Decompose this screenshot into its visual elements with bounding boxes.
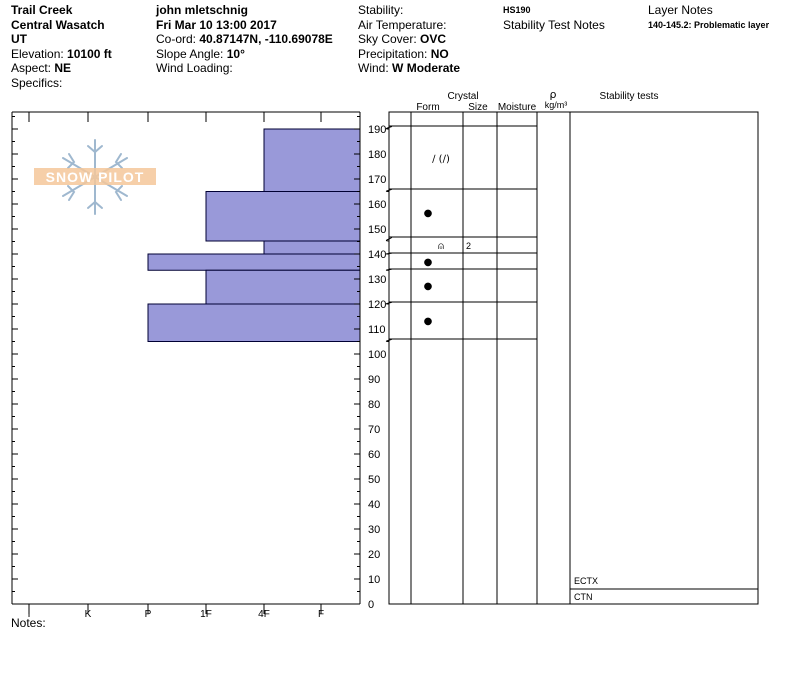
location-name: Trail Creek [11, 3, 73, 17]
layer-note: 140-145.2: Problematic layer [648, 19, 770, 30]
header-stability-notes: HS190 Stability Test Notes [503, 3, 605, 32]
logo-band [34, 168, 156, 185]
hardness-tick-label: 4F [258, 609, 270, 620]
table-frame [388, 111, 759, 605]
rho-header: ρ [550, 88, 557, 101]
header-weather-info: Stability: Air Temperature: Sky Cover: O… [358, 3, 460, 76]
form-header: Form [416, 102, 439, 113]
header-observer-info: john mletschnig Fri Mar 10 13:00 2017 Co… [156, 3, 333, 76]
layer-notes-title: Layer Notes [648, 3, 713, 17]
snowpilot-logo: SNOW PILOT [34, 139, 156, 215]
aspect-row: Aspect: NE [11, 61, 112, 76]
height-tick-label: 140 [368, 249, 386, 261]
crystal-form-symbol: ● [424, 316, 433, 327]
hs-value: HS190 [503, 5, 531, 15]
hardness-axis: I K P 1F 4F F [28, 604, 324, 620]
height-tick-label: 30 [368, 524, 380, 536]
stability-test-label: CTN [574, 592, 593, 602]
hardness-tick-label: I [28, 609, 31, 620]
sky-label: Sky Cover: [358, 32, 417, 46]
size-header: Size [468, 102, 488, 113]
height-tick-label: 50 [368, 474, 380, 486]
height-tick-label: 180 [368, 149, 386, 161]
hardness-tick-label: 1F [200, 609, 212, 620]
range-name: Central Wasatch [11, 17, 105, 32]
hardness-tick-label: P [145, 609, 152, 620]
elevation-value: 10100 ft [67, 46, 112, 61]
height-tick-label: 150 [368, 224, 386, 236]
height-tick-label: 130 [368, 274, 386, 286]
hardness-bar [147, 253, 361, 271]
height-tick-label: 60 [368, 449, 380, 461]
slope-row: Slope Angle: 10° [156, 47, 333, 62]
height-tick-label: 110 [368, 324, 386, 336]
hardness-bar [263, 240, 361, 255]
height-tick-label: 90 [368, 374, 380, 386]
specifics-label: Specifics: [11, 75, 63, 90]
height-tick-label: 100 [368, 349, 386, 361]
state-name: UT [11, 32, 27, 46]
hardness-bar [263, 128, 361, 192]
layer-table: ∕ (∕) ● ⍝ 2 ● ● ● ECTX CTN [385, 111, 759, 605]
crystal-form-symbol: ∕ (∕) [432, 154, 450, 165]
hardness-bar [205, 191, 361, 242]
hardness-tick-label: K [85, 609, 92, 620]
stability-test-notes-title: Stability Test Notes [503, 17, 605, 32]
precip-row: Precipitation: NO [358, 47, 460, 62]
wind-label: Wind: [358, 61, 389, 75]
height-tick-label: 20 [368, 549, 380, 561]
sky-row: Sky Cover: OVC [358, 32, 460, 47]
coord-value: 40.87147N, -110.69078E [199, 32, 333, 46]
header-site-info: Trail Creek Central Wasatch UT Elevation… [11, 3, 112, 90]
header-layer-notes: Layer Notes 140-145.2: Problematic layer [648, 3, 769, 32]
moisture-header: Moisture [498, 102, 537, 113]
logo-text: SNOW PILOT [46, 169, 145, 185]
slope-value: 10° [226, 46, 245, 61]
hardness-bar [205, 269, 361, 305]
sky-value: OVC [420, 32, 447, 46]
coord-row: Co-ord: 40.87147N, -110.69078E [156, 32, 333, 47]
crystal-form-symbol: ● [424, 281, 433, 292]
height-axis: 0 10 20 30 40 50 60 70 80 90 100 110 120 130 140 150 160… [12, 116, 386, 611]
height-tick-label: 0 [368, 599, 374, 611]
elevation-row: Elevation: 10100 ft [11, 47, 112, 62]
notes-label: Notes: [11, 616, 46, 630]
density-unit-header: kg/m³ [545, 100, 568, 110]
crystal-header: Crystal [447, 91, 478, 102]
wind-row: Wind: W Moderate [358, 61, 460, 76]
height-tick-label: 10 [368, 574, 380, 586]
precip-label: Precipitation: [358, 46, 428, 61]
slope-label: Slope Angle: [156, 46, 224, 61]
crystal-size-value: 2 [466, 241, 471, 251]
wind-loading-label: Wind Loading: [156, 61, 233, 75]
observer-name: john mletschnig [156, 3, 249, 17]
elevation-label: Elevation: [11, 46, 64, 61]
hardness-bars [147, 128, 361, 342]
stability-tests-header: Stability tests [600, 91, 659, 102]
chart-frame [11, 111, 361, 605]
aspect-value: NE [54, 61, 72, 75]
height-tick-label: 190 [368, 124, 386, 136]
hardness-bar [147, 303, 361, 342]
height-tick-label: 80 [368, 399, 380, 411]
stability-label: Stability: [358, 3, 404, 17]
crystal-form-symbol: ⍝ [438, 241, 444, 252]
coord-label: Co-ord: [156, 32, 197, 46]
height-tick-label: 70 [368, 424, 380, 436]
wind-value: W Moderate [392, 61, 461, 75]
hardness-tick-label: F [318, 609, 324, 620]
height-tick-label: 160 [368, 199, 386, 211]
air-temp-label: Air Temperature: [358, 17, 447, 32]
height-tick-label: 170 [368, 174, 386, 186]
observation-datetime: Fri Mar 10 13:00 2017 [156, 17, 277, 32]
height-tick-label: 120 [368, 299, 386, 311]
precip-value: NO [430, 46, 449, 61]
stability-test-label: ECTX [574, 576, 598, 586]
aspect-label: Aspect: [11, 61, 52, 75]
crystal-form-symbol: ● [424, 257, 433, 268]
height-tick-label: 40 [368, 499, 380, 511]
crystal-form-symbol: ● [424, 208, 433, 219]
layer-table-headers: Crystal Form Size Moisture ρ kg/m³ Stabi… [416, 88, 658, 113]
